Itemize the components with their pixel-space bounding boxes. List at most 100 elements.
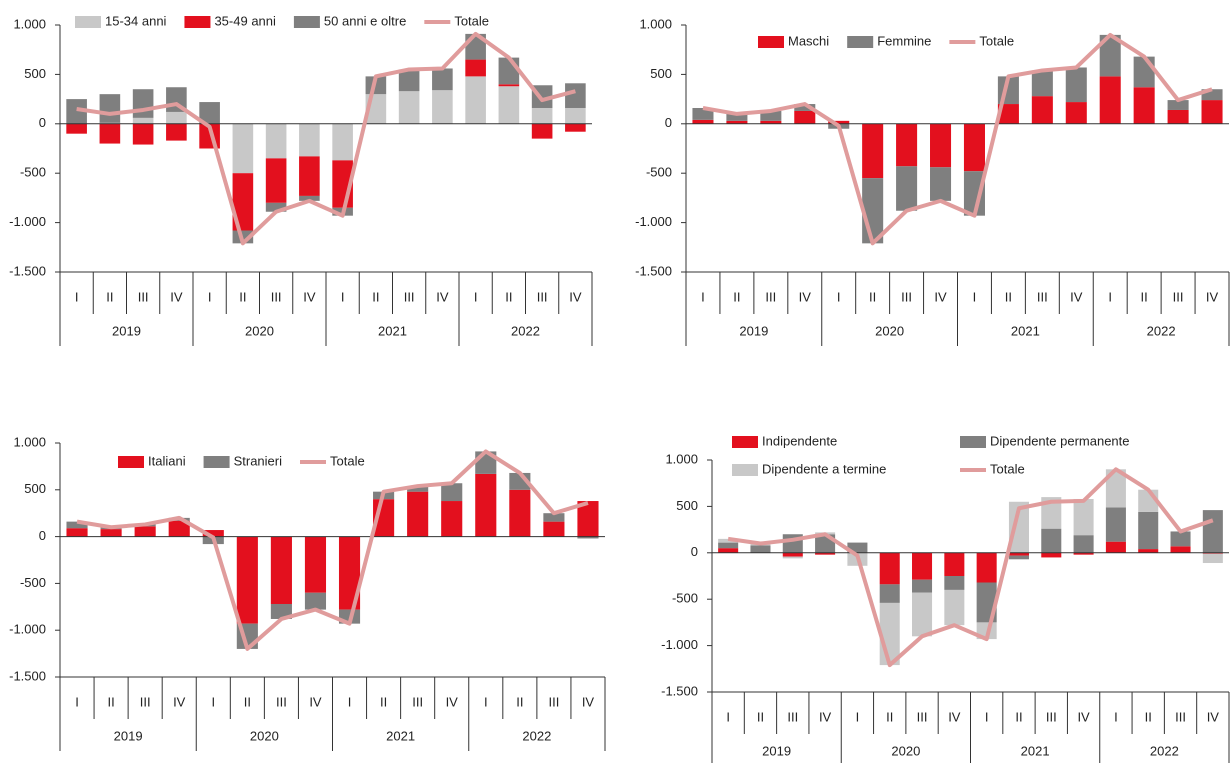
bar [509,489,531,537]
bar [794,110,816,124]
bar [270,603,292,619]
x-tick-label: IV [1207,709,1220,724]
x-tick-label: III [1175,709,1186,724]
bar [1201,89,1223,101]
bar [531,123,553,139]
bar [202,530,224,537]
group-label: 2022 [511,323,540,338]
bar [265,202,287,212]
y-tick-label: -1.500 [635,263,672,278]
bar [338,536,361,610]
total-line [76,31,576,246]
bar [166,123,187,141]
bar [132,89,154,118]
x-tick-label: II [106,289,113,304]
bar [99,94,121,123]
y-tick-label: -500 [20,165,46,180]
x-tick-label: I [837,289,841,304]
bar [531,107,553,124]
group-label: 2021 [378,323,407,338]
bar [1065,67,1087,103]
y-tick-label: -1.000 [9,214,46,229]
bar [1041,552,1062,558]
x-tick-label: III [765,289,776,304]
y-tick-label: 1.000 [13,434,46,449]
legend-label: Italiani [148,453,186,468]
legend-label: Stranieri [234,453,283,468]
y-tick-label: 0 [665,115,672,130]
total-line [727,467,1214,668]
bar [432,90,453,124]
x-tick-label: III [1173,289,1184,304]
bar [1073,498,1094,536]
x-tick-label: III [140,694,151,709]
x-tick-label: IV [582,694,595,709]
x-tick-label: III [412,694,423,709]
x-tick-label: II [757,709,764,724]
group-label: 2022 [1150,743,1179,758]
x-tick-label: III [917,709,928,724]
bar [66,521,88,529]
group-label: 2020 [891,743,920,758]
bar [760,120,782,124]
x-tick-label: I [75,289,79,304]
bar [465,59,486,77]
x-tick-label: II [380,694,387,709]
bar [299,195,320,201]
y-tick-label: -500 [646,165,672,180]
group-label: 2022 [522,728,551,743]
bar [879,552,900,585]
bar [944,576,965,590]
legend-label: Totale [990,461,1025,476]
bar [265,158,287,203]
x-tick-label: III [901,289,912,304]
bar [1105,541,1126,553]
bar [1170,546,1191,553]
x-tick-label: I [1108,289,1112,304]
bar [1041,528,1062,553]
x-tick-label: IV [1206,289,1219,304]
bar [862,123,884,179]
bar [1138,511,1159,550]
x-tick-label: I [856,709,860,724]
bar [782,556,803,559]
y-tick-label: 500 [24,66,46,81]
bar [441,483,463,502]
legend-label: Totale [330,453,365,468]
bar [304,592,327,610]
bar [1138,549,1159,553]
x-tick-label: IV [309,694,322,709]
bar [1073,552,1094,555]
bar [760,110,782,121]
x-tick-label: III [271,289,282,304]
group-label: 2019 [762,743,791,758]
group-label: 2020 [245,323,274,338]
y-tick-label: 1.000 [639,16,672,31]
legend-label: 35-49 anni [214,13,276,28]
bar [1170,531,1191,547]
bar [1008,552,1029,556]
bar [236,536,258,624]
bar [565,83,586,108]
legend-swatch [960,436,986,448]
x-tick-label: I [973,289,977,304]
x-tick-label: IV [934,289,947,304]
group-label: 2021 [386,728,415,743]
x-tick-label: III [138,289,149,304]
bar [1202,510,1223,553]
bar [896,166,918,211]
bar [718,542,739,549]
bar [543,513,565,522]
bar [782,552,803,557]
bar [930,123,952,168]
bar [465,76,486,124]
bar [398,69,420,92]
x-tick-label: IV [1077,709,1090,724]
bar [577,501,599,537]
bar [963,123,985,172]
bar [543,521,565,537]
bar [1031,70,1053,97]
